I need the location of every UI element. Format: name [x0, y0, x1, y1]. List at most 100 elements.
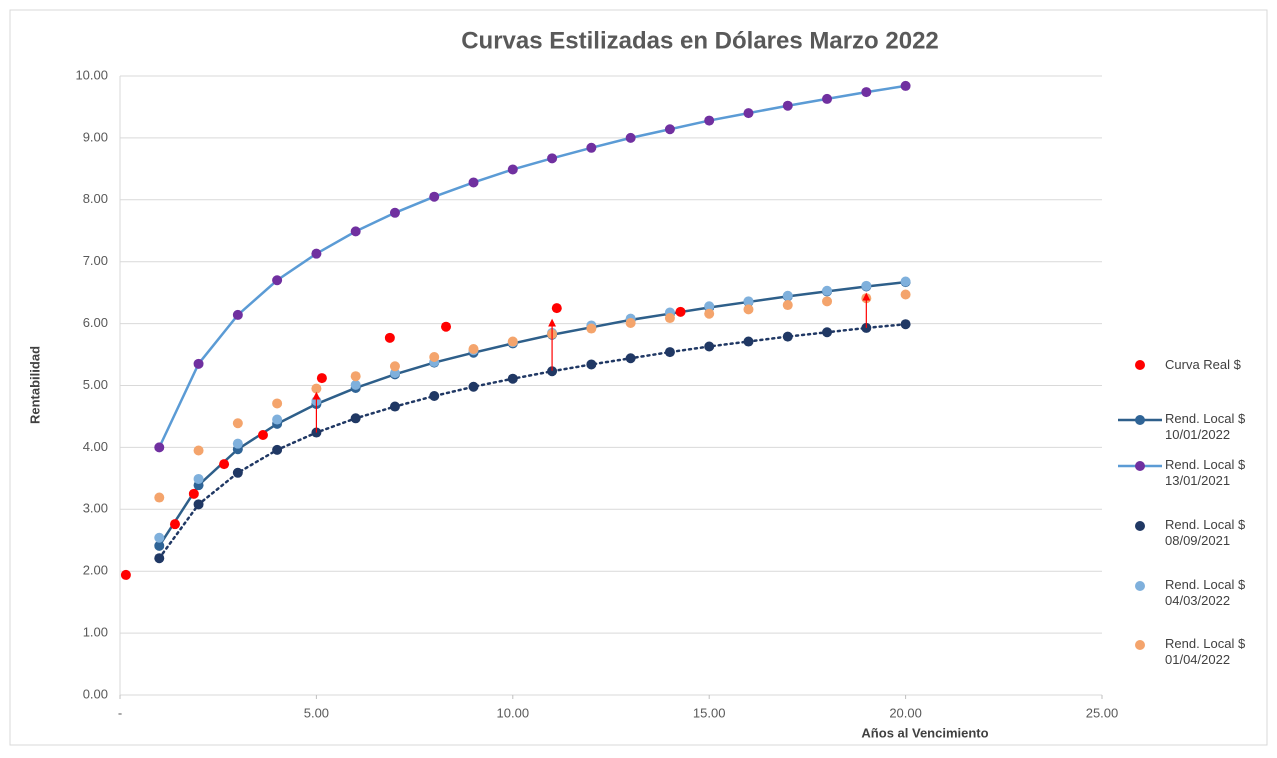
point — [154, 540, 165, 551]
point — [468, 177, 479, 188]
legend-marker — [1135, 415, 1145, 425]
point — [586, 323, 597, 334]
point — [664, 124, 675, 135]
point — [232, 309, 243, 320]
point — [429, 391, 440, 402]
point — [350, 413, 361, 424]
legend-marker — [1135, 640, 1145, 650]
point — [551, 303, 562, 314]
series-line — [158, 280, 906, 547]
legend-label: Rend. Local $ 08/09/2021 — [1165, 517, 1246, 548]
point — [429, 191, 440, 202]
y-tick-label: 5.00 — [83, 377, 108, 392]
y-tick-label: 1.00 — [83, 625, 108, 640]
point — [782, 300, 793, 311]
point — [316, 373, 327, 384]
y-tick-label: 9.00 — [83, 129, 108, 144]
point — [743, 336, 754, 347]
point — [861, 280, 872, 291]
point — [193, 499, 204, 510]
point — [822, 327, 833, 338]
point — [704, 301, 715, 312]
point — [586, 359, 597, 370]
point — [232, 418, 243, 429]
point — [350, 371, 361, 382]
point — [389, 401, 400, 412]
point — [507, 373, 518, 384]
point — [822, 285, 833, 296]
point — [782, 100, 793, 111]
point — [743, 296, 754, 307]
y-tick-label: 0.00 — [83, 686, 108, 701]
point — [389, 207, 400, 218]
point — [586, 142, 597, 153]
point — [441, 321, 452, 332]
point — [625, 317, 636, 328]
point — [664, 313, 675, 324]
legend-marker — [1135, 521, 1145, 531]
legend-label: Rend. Local $ 04/03/2022 — [1165, 577, 1246, 608]
point — [193, 445, 204, 456]
x-axis-label: Años al Vencimiento — [861, 725, 988, 740]
point — [232, 467, 243, 478]
point — [272, 414, 283, 425]
point — [782, 331, 793, 342]
point — [272, 444, 283, 455]
point — [900, 289, 911, 300]
point — [169, 519, 180, 530]
x-tick-label: 5.00 — [304, 705, 329, 720]
legend-marker — [1135, 360, 1145, 370]
x-tick-label: 10.00 — [497, 705, 530, 720]
series-line — [158, 84, 906, 448]
point — [311, 383, 322, 394]
series-line — [158, 322, 907, 560]
point — [429, 352, 440, 363]
y-tick-label: 10.00 — [75, 67, 108, 82]
chart-frame — [9, 9, 1268, 746]
point — [193, 473, 204, 484]
point — [743, 108, 754, 119]
point — [507, 164, 518, 175]
point — [704, 308, 715, 319]
y-tick-label: 4.00 — [83, 439, 108, 454]
point — [188, 488, 199, 499]
y-tick-label: 7.00 — [83, 253, 108, 268]
point — [507, 336, 518, 347]
point — [193, 358, 204, 369]
point — [547, 153, 558, 164]
x-tick-label: 15.00 — [693, 705, 726, 720]
point — [704, 115, 715, 126]
point — [272, 398, 283, 409]
point — [311, 248, 322, 259]
legend-marker — [1135, 461, 1145, 471]
chart-title: Curvas Estilizadas en Dólares Marzo 2022 — [461, 27, 939, 54]
point — [900, 276, 911, 287]
x-tick-label: 25.00 — [1086, 705, 1119, 720]
point — [389, 361, 400, 372]
point — [232, 438, 243, 449]
y-tick-label: 6.00 — [83, 315, 108, 330]
point — [154, 492, 165, 503]
point — [782, 290, 793, 301]
point — [350, 226, 361, 237]
point — [675, 306, 686, 317]
point — [384, 332, 395, 343]
point — [900, 319, 911, 330]
point — [350, 379, 361, 390]
point — [704, 341, 715, 352]
point — [822, 296, 833, 307]
point — [547, 366, 558, 377]
point — [468, 381, 479, 392]
point — [272, 275, 283, 286]
point — [219, 459, 230, 470]
point — [625, 353, 636, 364]
y-axis-label: Rentabilidad — [27, 346, 42, 424]
y-tick-label: 8.00 — [83, 191, 108, 206]
legend-label: Curva Real $ — [1165, 357, 1241, 372]
x-tick-label: - — [118, 705, 122, 720]
point — [625, 132, 636, 143]
point — [861, 87, 872, 98]
point — [468, 343, 479, 354]
